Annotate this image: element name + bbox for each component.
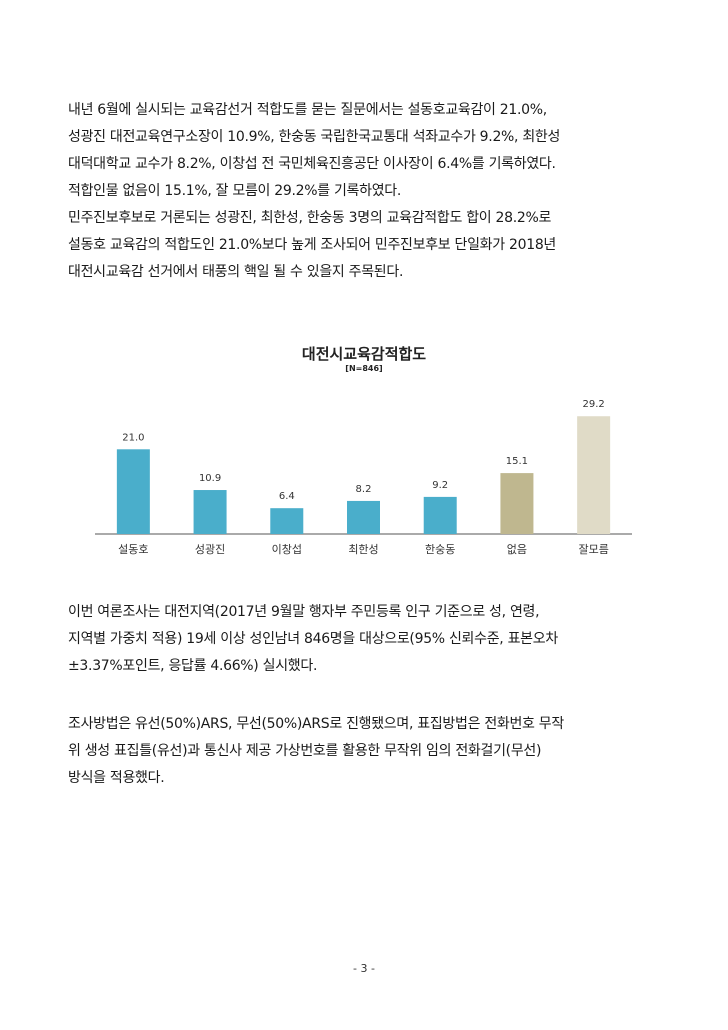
text-line: ±3.37%포인트, 응답률 4.66%) 실시했다. xyxy=(68,658,318,674)
bar xyxy=(193,490,227,534)
bar xyxy=(577,416,611,534)
category-label: 이창섭 xyxy=(272,543,302,556)
category-label: 잘모름 xyxy=(578,543,608,556)
paragraph-survey-info: 이번 여론조사는 대전지역(2017년 9월말 행자부 주민등록 인구 기준으로… xyxy=(68,599,668,680)
bar-value-label: 6.4 xyxy=(279,491,295,502)
text-line: 민주진보후보로 거론되는 성광진, 최한성, 한숭동 3명의 교육감적합도 합이… xyxy=(68,210,552,226)
chart-title: 대전시교육감적합도 xyxy=(301,345,427,363)
bar-value-label: 9.2 xyxy=(432,480,448,491)
bar xyxy=(500,473,534,534)
category-label: 없음 xyxy=(507,543,527,556)
text-line: 이번 여론조사는 대전지역(2017년 9월말 행자부 주민등록 인구 기준으로… xyxy=(68,604,540,620)
category-label: 성광진 xyxy=(195,543,225,556)
bar-chart: 대전시교육감적합도 [N=846] 21.0 설동호 10.9 성광진 6.4 이창섭 8.… xyxy=(0,335,728,565)
bar-value-label: 15.1 xyxy=(506,456,528,467)
text-line: 지역별 가중치 적용) 19세 이상 성인남녀 846명을 대상으로(95% 신… xyxy=(68,631,558,647)
bar xyxy=(423,496,457,534)
bar-value-label: 21.0 xyxy=(122,432,144,443)
text-line: 적합인물 없음이 15.1%, 잘 모름이 29.2%를 기록하였다. xyxy=(68,183,402,199)
category-label: 한숭동 xyxy=(425,543,455,556)
text-line: 대전시교육감 선거에서 태풍의 핵일 될 수 있을지 주목된다. xyxy=(68,264,404,280)
page-number: - 3 - xyxy=(353,962,375,975)
bar-value-label: 8.2 xyxy=(356,484,372,495)
bar xyxy=(116,449,150,534)
text-line: 설동호 교육감의 적합도인 21.0%보다 높게 조사되어 민주진보후보 단일화… xyxy=(68,237,557,253)
bar-value-label: 29.2 xyxy=(583,399,605,410)
chart-subtitle: [N=846] xyxy=(345,364,383,373)
bar-value-label: 10.9 xyxy=(199,473,221,484)
chart-plot: 21.0 설동호 10.9 성광진 6.4 이창섭 8.2 최한성 9.2 한숭동 15.1 없음 29… xyxy=(95,399,632,556)
category-label: 최한성 xyxy=(348,543,378,556)
text-line: 조사방법은 유선(50%)ARS, 무선(50%)ARS로 진행됐으며, 표집방… xyxy=(68,716,564,732)
paragraph-results: 내년 6월에 실시되는 교육감선거 적합도를 묻는 질문에서는 설동호교육감이 … xyxy=(68,97,668,205)
paragraph-analysis: 민주진보후보로 거론되는 성광진, 최한성, 한숭동 3명의 교육감적합도 합이… xyxy=(68,205,668,286)
paragraph-survey-method: 조사방법은 유선(50%)ARS, 무선(50%)ARS로 진행됐으며, 표집방… xyxy=(68,711,668,792)
bar xyxy=(270,508,304,534)
text-line: 방식을 적용했다. xyxy=(68,770,165,786)
text-line: 위 생성 표집틀(유선)과 통신사 제공 가상번호를 활용한 무작위 임의 전화… xyxy=(68,743,542,759)
text-line: 성광진 대전교육연구소장이 10.9%, 한숭동 국립한국교통대 석좌교수가 9… xyxy=(68,129,561,145)
bar xyxy=(347,500,380,534)
text-line: 내년 6월에 실시되는 교육감선거 적합도를 묻는 질문에서는 설동호교육감이 … xyxy=(68,102,547,118)
text-line: 대덕대학교 교수가 8.2%, 이창섭 전 국민체육진흥공단 이사장이 6.4%… xyxy=(68,156,556,172)
category-label: 설동호 xyxy=(118,543,148,556)
